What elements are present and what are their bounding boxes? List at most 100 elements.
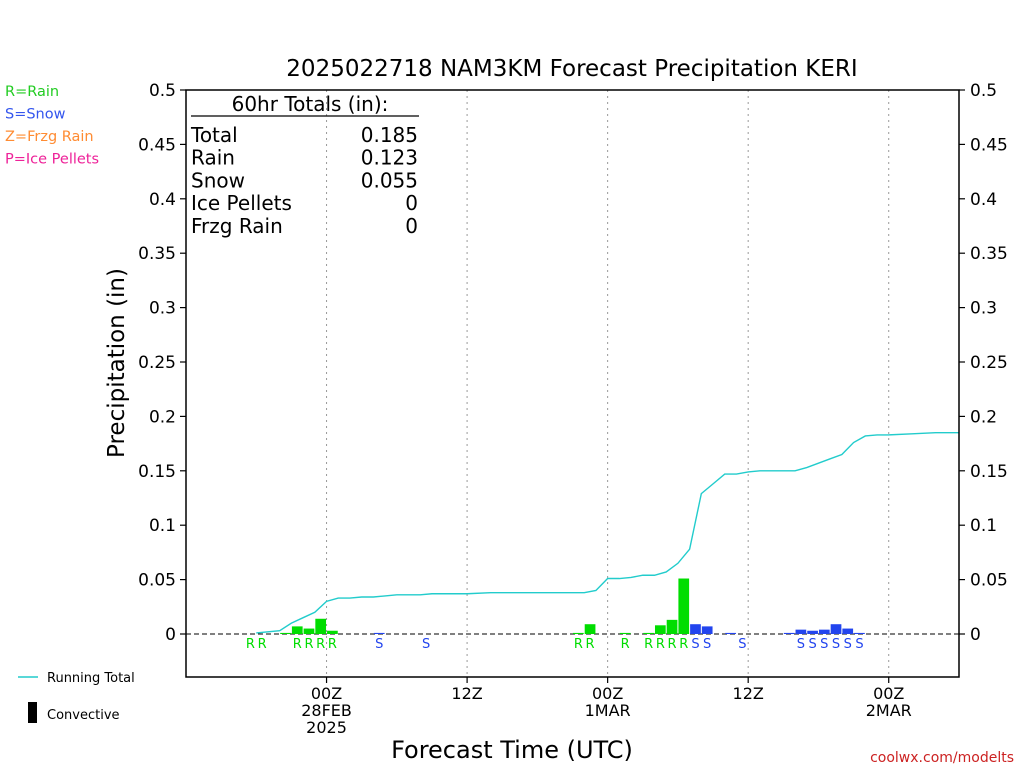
ptype-letter: S xyxy=(820,637,828,652)
y-axis-left: 0 0.05 0.1 0.15 0.2 0.25 0.3 0.35 0.4 0.45 0.5 xyxy=(138,81,186,645)
ptype-letter: R xyxy=(246,637,255,652)
totals-header: 60hr Totals (in): xyxy=(232,92,389,116)
y-tick-label-left: 0.05 xyxy=(138,571,176,591)
y-tick-label-left: 0.5 xyxy=(149,81,176,101)
ptype-letter: R xyxy=(574,637,583,652)
precip-bar xyxy=(678,578,690,634)
y-tick-label-right: 0.5 xyxy=(970,81,997,101)
y-tick-label-left: 0.35 xyxy=(138,244,176,264)
ptype-legend-entry: R=Rain xyxy=(5,84,59,100)
x-tick-label: 12Z xyxy=(733,684,764,703)
ptype-legend: R=Rain S=Snow Z=Frzg Rain P=Ice Pellets xyxy=(5,84,99,168)
totals-value: 0 xyxy=(405,191,418,215)
x-tick-label: 00Z xyxy=(592,684,623,703)
precip-bar xyxy=(807,630,818,634)
totals-label: Snow xyxy=(191,168,245,192)
ptype-letter: R xyxy=(293,637,302,652)
y-tick-label-right: 0.2 xyxy=(970,407,997,427)
precip-bar xyxy=(315,618,327,634)
ptype-letter: S xyxy=(797,637,805,652)
precip-bar xyxy=(725,632,736,634)
totals-value: 0.055 xyxy=(361,168,418,192)
ptype-letter: R xyxy=(258,637,267,652)
precip-bar xyxy=(619,632,631,634)
y-tick-label-left: 0.25 xyxy=(138,353,176,373)
ptype-letter: R xyxy=(316,637,325,652)
totals-value: 0.123 xyxy=(361,146,418,170)
precip-bar xyxy=(795,629,807,634)
y-tick-label-right: 0.25 xyxy=(970,353,1008,373)
chart-title: 2025022718 NAM3KM Forecast Precipitation… xyxy=(286,56,857,82)
ptype-letter: S xyxy=(855,637,863,652)
y-tick-label-left: 0 xyxy=(165,625,176,645)
precip-bar xyxy=(280,632,291,634)
bar-series xyxy=(280,578,865,634)
ptype-letter: S xyxy=(844,637,852,652)
precip-bar xyxy=(291,626,303,634)
running-total-legend-label: Running Total xyxy=(47,671,135,686)
totals-label: Rain xyxy=(191,146,235,170)
plot-frame xyxy=(185,89,960,678)
precip-bar xyxy=(373,632,385,634)
ptype-letter: S xyxy=(808,637,816,652)
ptype-letter: S xyxy=(738,637,746,652)
y-tick-label-left: 0.2 xyxy=(149,407,176,427)
x-axis-label: Forecast Time (UTC) xyxy=(391,736,633,764)
precip-bar xyxy=(573,632,584,634)
precip-bar xyxy=(584,624,596,634)
precip-bar xyxy=(818,629,830,634)
y-tick-label-left: 0.45 xyxy=(138,135,176,155)
precip-bar xyxy=(842,628,854,634)
precip-bar xyxy=(783,632,795,634)
running-total-line xyxy=(256,432,959,634)
ptype-letter: R xyxy=(644,637,653,652)
ptype-letter: R xyxy=(668,637,677,652)
y-tick-label-left: 0.1 xyxy=(149,516,176,536)
y-tick-label-right: 0.1 xyxy=(970,516,997,536)
ptype-letter: S xyxy=(375,637,383,652)
watermark: coolwx.com/modelts xyxy=(870,750,1014,766)
precip-bar xyxy=(327,630,338,634)
grid-lines xyxy=(326,90,890,677)
x-tick-label: 28FEB xyxy=(301,701,352,720)
ptype-letter: R xyxy=(621,637,630,652)
convective-legend-label: Convective xyxy=(47,708,120,723)
precip-bar xyxy=(690,624,701,634)
series-legend: Running Total Convective xyxy=(18,671,135,723)
precip-bar xyxy=(303,628,315,634)
x-tick-label: 2025 xyxy=(306,718,347,737)
ptype-letter: R xyxy=(328,637,337,652)
totals-label: Total xyxy=(190,123,238,147)
ptype-letter: S xyxy=(832,637,840,652)
totals-box: 60hr Totals (in): Total 0.185 Rain 0.123 Sno… xyxy=(190,92,419,238)
precip-bar xyxy=(643,632,654,634)
x-tick-label: 2MAR xyxy=(866,701,912,720)
ptype-letter: S xyxy=(422,637,430,652)
totals-label: Ice Pellets xyxy=(191,191,292,215)
x-tick-label: 12Z xyxy=(451,684,482,703)
totals-label: Frzg Rain xyxy=(191,214,283,238)
y-tick-label-right: 0.35 xyxy=(970,244,1008,264)
y-tick-label-left: 0.3 xyxy=(149,299,176,319)
convective-legend-swatch xyxy=(28,702,37,723)
ptype-legend-entry: Z=Frzg Rain xyxy=(5,129,94,145)
y-tick-label-right: 0.05 xyxy=(970,571,1008,591)
y-tick-label-right: 0.3 xyxy=(970,299,997,319)
totals-value: 0.185 xyxy=(361,123,418,147)
y-tick-label-right: 0 xyxy=(970,625,981,645)
precip-bar xyxy=(654,625,666,634)
y-tick-label-left: 0.15 xyxy=(138,462,176,482)
precip-bar xyxy=(666,619,678,634)
y-axis-right: 0 0.05 0.1 0.15 0.2 0.25 0.3 0.35 0.4 0.45 0.5 xyxy=(959,81,1008,645)
y-tick-label-left: 0.4 xyxy=(149,190,176,210)
y-tick-label-right: 0.45 xyxy=(970,135,1008,155)
precip-bar xyxy=(830,624,842,634)
y-tick-label-right: 0.15 xyxy=(970,462,1008,482)
x-tick-label: 1MAR xyxy=(585,701,631,720)
ptype-letter: R xyxy=(586,637,595,652)
x-tick-label: 00Z xyxy=(311,684,342,703)
ptype-legend-entry: P=Ice Pellets xyxy=(5,152,99,168)
